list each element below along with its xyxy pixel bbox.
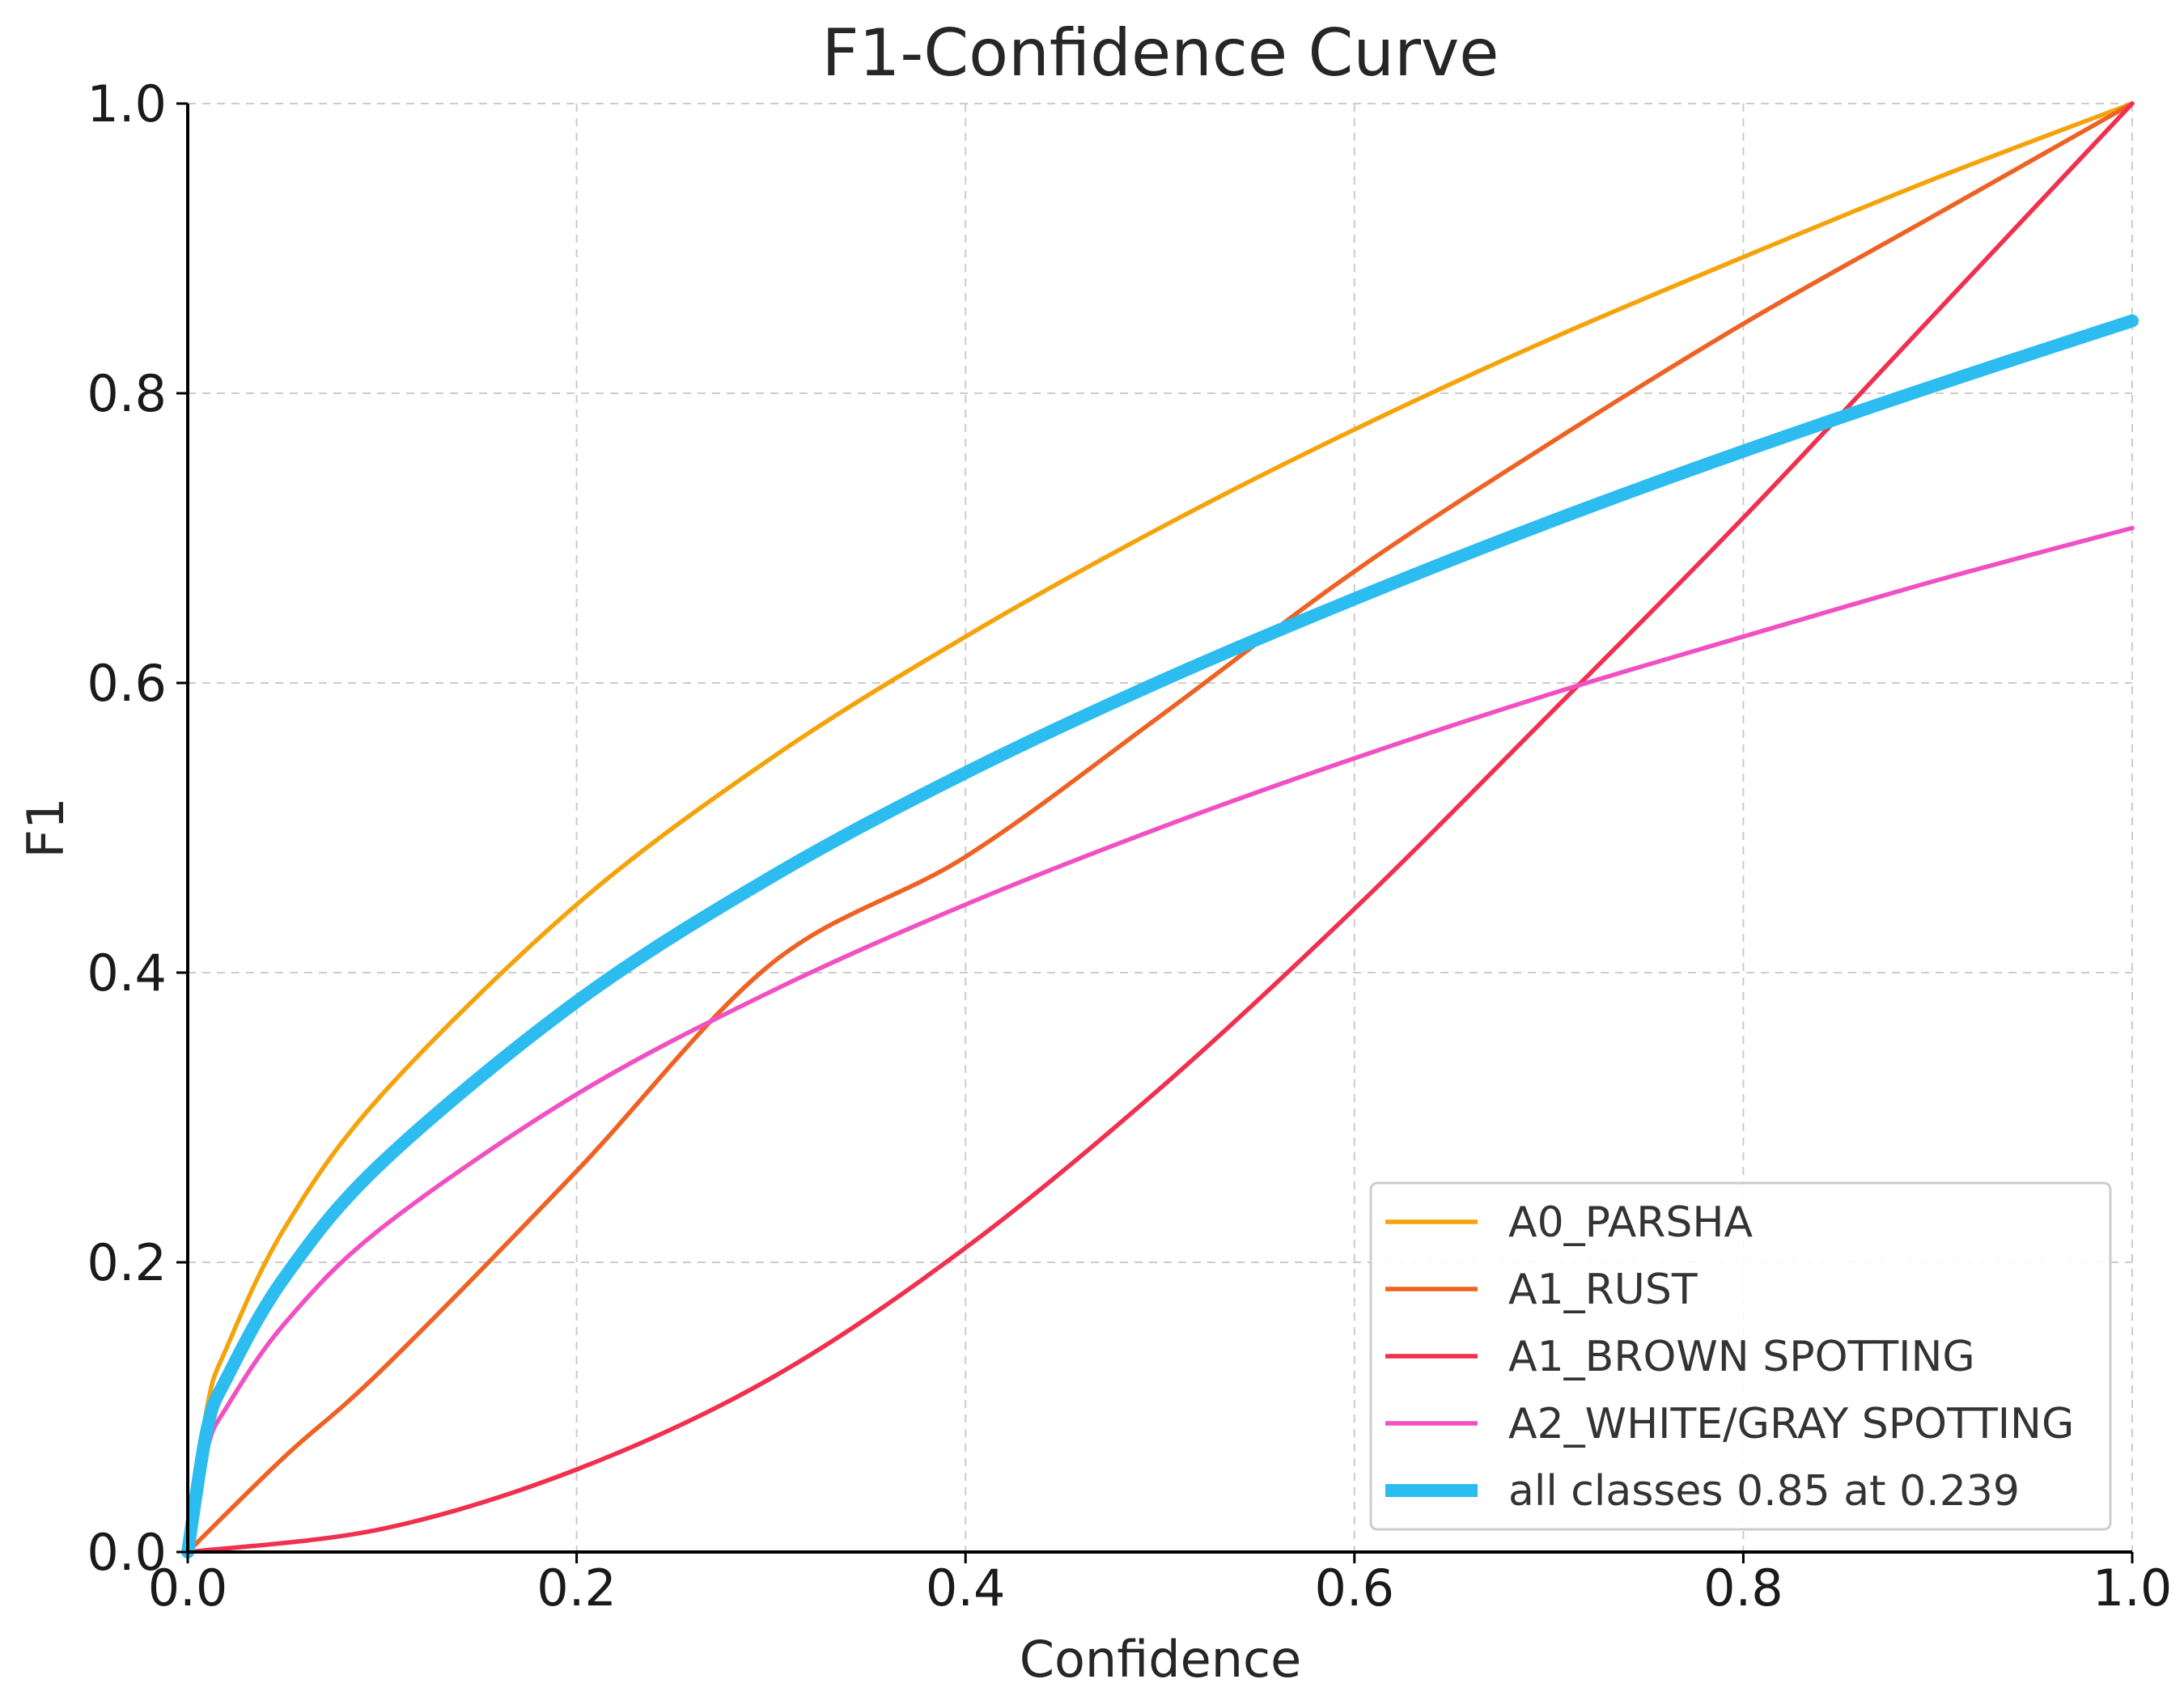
legend-frame [1369,1181,2112,1531]
legend-label-a1-brown-spotting: A1_BROWN SPOTTING [1508,1333,1975,1381]
chart-title: F1-Confidence Curve [821,15,1499,91]
series-line-a0-parsha [185,101,2135,1554]
legend-label-a1-rust: A1_RUST [1508,1266,1698,1314]
legend: A0_PARSHA A1_RUST A1_BROWN SPOTTING A2_WHIT… [1369,1181,2112,1531]
x-tick-label: 0.6 [1314,1558,1394,1618]
series-line-all-classes-0-85-at-0-239 [181,314,2139,1558]
x-tick-label: 0.8 [1703,1558,1783,1618]
y-tick-label: 1.0 [87,74,167,134]
legend-label-a2-white-gray-spotting: A2_WHITE/GRAY SPOTTING [1508,1400,2074,1448]
legend-label-a0-parsha: A0_PARSHA [1508,1198,1754,1247]
x-tick-label: 0.0 [148,1558,228,1618]
x-tick-label: 0.2 [536,1558,617,1618]
y-tick-label: 0.6 [87,654,167,713]
series-line-a1-rust [185,101,2135,1554]
series-line-a2-white-gray-spotting [185,525,2135,1554]
x-axis-label: Confidence [1020,1630,1302,1689]
y-tick-label: 0.8 [87,364,167,423]
series-lines [181,101,2139,1558]
series-line-a1-brown-spotting [185,101,2135,1554]
y-tick-label: 0.4 [87,944,167,1003]
axis-ticks: 0.0 0.2 0.4 0.6 0.8 1.0 0.0 0.2 0.4 0.6 0.8 1.0 [87,74,2172,1618]
x-tick-label: 0.4 [926,1558,1006,1618]
y-tick-label: 0.0 [87,1523,167,1582]
y-axis-label: F1 [16,797,75,858]
y-tick-label: 0.2 [87,1233,167,1292]
legend-label-all-classes-0-85-at-0-239: all classes 0.85 at 0.239 [1508,1467,2020,1516]
x-tick-label: 1.0 [2093,1558,2173,1618]
